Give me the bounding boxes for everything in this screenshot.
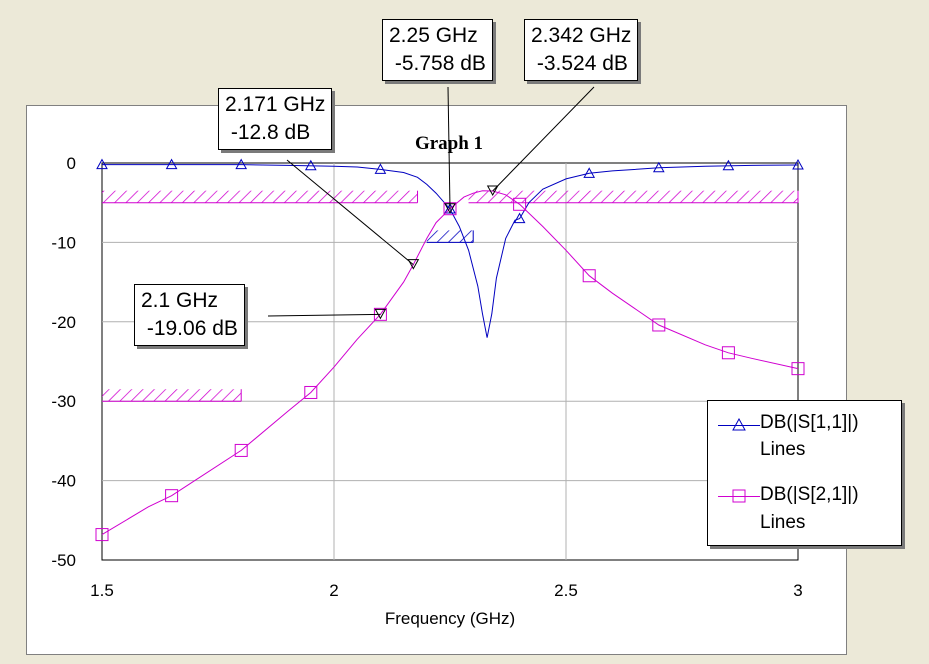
data-point-s11 [374, 163, 387, 174]
data-point-s21 [513, 197, 527, 211]
goals [102, 190, 799, 402]
legend-label-s11: DB(|S[1,1]|) [760, 412, 859, 433]
data-point-s11 [652, 161, 665, 173]
marker-triangle [374, 308, 387, 320]
data-point-s21 [234, 443, 248, 457]
data-point-s21 [652, 318, 666, 332]
y-tick-label: -10 [51, 233, 76, 252]
x-tick-label: 2 [329, 581, 338, 600]
goal-hatch [102, 389, 242, 402]
legend-label-s21: DB(|S[2,1]|) [760, 484, 859, 505]
y-tick-label: 0 [67, 154, 76, 173]
data-point-s11 [513, 212, 526, 224]
x-tick-label: 3 [793, 581, 802, 600]
plot-frame [101, 162, 799, 561]
marker-leader [267, 313, 381, 317]
data-point-s11 [304, 159, 317, 171]
square-icon [732, 489, 746, 503]
data-point-s21 [165, 489, 179, 503]
y-tick-label: -40 [51, 472, 76, 491]
data-point-s21 [582, 269, 596, 283]
goal-hatch [468, 190, 798, 203]
data-point-s11 [96, 158, 108, 170]
marker-leaders [267, 86, 595, 320]
marker-label: 2.1 GHz -19.06 dB [134, 284, 245, 346]
y-tick-label: -20 [51, 313, 76, 332]
marker-triangle [444, 203, 456, 214]
legend-swatch-s21 [718, 496, 760, 497]
goal-hatch [102, 190, 418, 203]
y-tick-label: -30 [51, 392, 76, 411]
triangle-icon [732, 418, 746, 431]
x-axis-label: Frequency (GHz) [385, 609, 515, 628]
marker-label: 2.171 GHz -12.8 dB [218, 88, 333, 150]
legend-swatch-s11 [718, 425, 760, 426]
data-point-s11 [722, 159, 735, 171]
marker-label: 2.25 GHz -5.758 dB [382, 19, 493, 81]
goal-hatch [426, 230, 474, 243]
marker-leader [286, 159, 414, 266]
data-point-s21 [304, 385, 318, 399]
marker-leader [492, 86, 595, 192]
legend-sub-s21: Lines [760, 512, 806, 533]
series-layer [95, 158, 805, 542]
series-line-s11 [102, 164, 799, 338]
marker-leader [447, 86, 451, 209]
legend-sub-s11: Lines [760, 439, 806, 460]
data-point-s21 [721, 346, 735, 360]
data-point-s21 [95, 528, 109, 542]
marker-triangle [486, 185, 499, 197]
x-tick-label: 1.5 [90, 581, 114, 600]
data-point-s11 [583, 167, 596, 178]
marker-label: 2.342 GHz -3.524 dB [524, 19, 639, 81]
grid: 1.5 2 2.5 3 0 -10 -20 -30 -40 -50 [51, 154, 802, 600]
legend: DB(|S[1,1]|) Lines DB(|S[2,1]|) Lines [707, 400, 902, 546]
x-tick-label: 2.5 [554, 581, 578, 600]
marker-triangle [407, 259, 420, 270]
series-line-s21 [101, 190, 799, 536]
data-point-s11 [235, 158, 248, 170]
y-tick-label: -50 [51, 551, 76, 570]
data-point-s11 [792, 158, 804, 170]
data-point-s11 [165, 158, 178, 170]
data-point-s21 [791, 362, 805, 376]
